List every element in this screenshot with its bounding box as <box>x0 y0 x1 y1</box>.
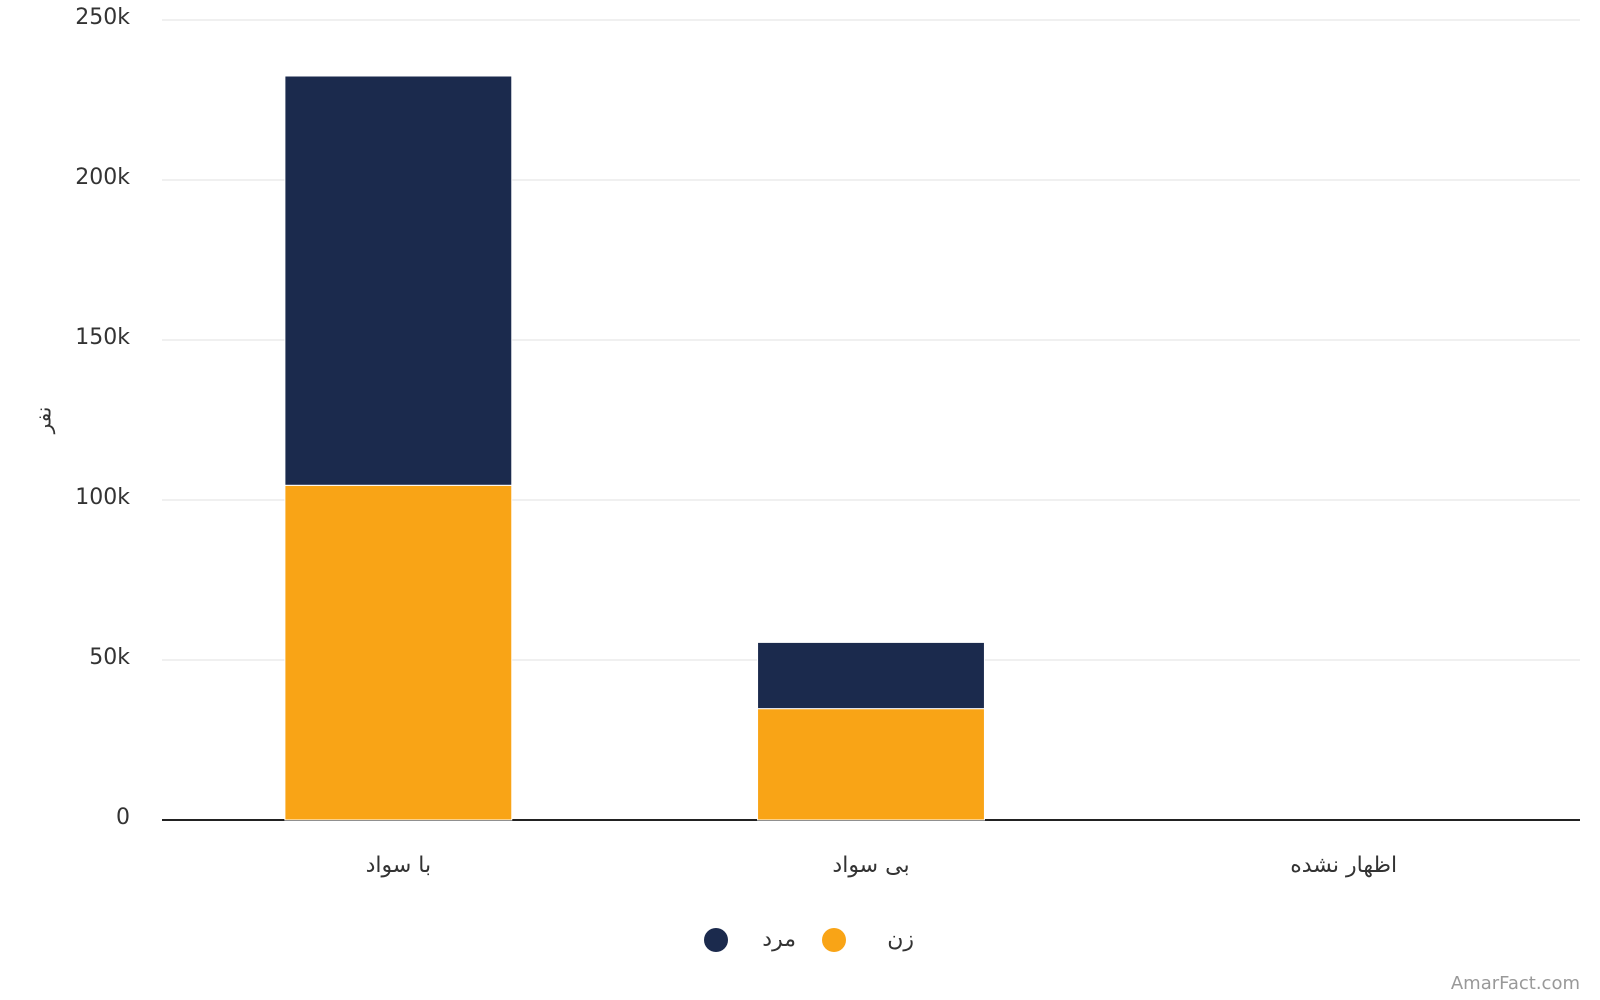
y-tick-label: 0 <box>116 805 130 830</box>
y-tick-label: 150k <box>75 325 130 350</box>
y-tick-label: 50k <box>89 645 130 670</box>
x-tick-label: بی سواد <box>832 853 909 878</box>
y-tick-label: 250k <box>75 5 130 30</box>
legend-marker <box>704 928 728 952</box>
bar-segment <box>284 484 513 821</box>
bar-segment <box>284 75 513 486</box>
bar-segment <box>757 641 985 710</box>
bar-segment <box>757 708 985 821</box>
x-tick-label: با سواد <box>366 853 432 878</box>
x-tick-label: اظهار نشده <box>1290 853 1397 878</box>
watermark: AmarFact.com <box>1451 973 1580 994</box>
legend-label: زن <box>887 927 914 952</box>
y-axis-label: نفر <box>32 407 56 435</box>
y-tick-label: 200k <box>75 165 130 190</box>
y-tick-label: 100k <box>75 485 130 510</box>
legend-marker <box>822 928 846 952</box>
legend-label: مرد <box>762 927 796 952</box>
